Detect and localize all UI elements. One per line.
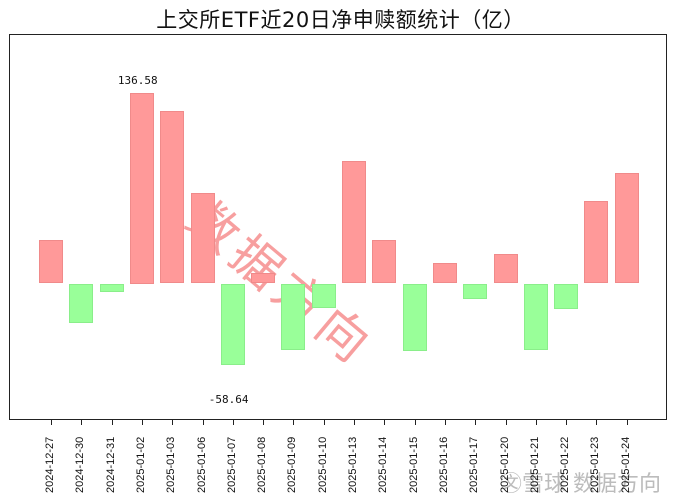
- footer-watermark: ㉆雪球 数据方向: [500, 472, 661, 497]
- bar-2025-01-21: [523, 283, 548, 351]
- x-tick: [626, 420, 628, 425]
- max-value-label: 136.58: [117, 74, 158, 87]
- x-tick-label: 2025-01-17: [468, 436, 481, 493]
- bar-2025-01-23: [584, 200, 609, 284]
- bar-2025-01-02: [129, 93, 154, 284]
- x-tick: [444, 420, 446, 425]
- x-tick-label: 2025-01-09: [286, 436, 299, 493]
- bar-2025-01-17: [463, 283, 488, 299]
- bar-2025-01-10: [311, 283, 336, 309]
- x-tick: [111, 420, 113, 425]
- bar-2024-12-30: [69, 283, 94, 323]
- plot-area: [9, 34, 667, 420]
- x-tick-label: 2025-01-13: [347, 436, 359, 493]
- x-tick: [384, 420, 386, 425]
- x-tick: [293, 420, 295, 425]
- bar-2024-12-31: [99, 283, 124, 292]
- bar-2024-12-27: [39, 239, 63, 284]
- x-tick-label: 2025-01-14: [377, 436, 390, 493]
- x-tick-label: 2025-01-21: [528, 436, 541, 493]
- x-tick: [596, 420, 598, 425]
- x-tick-label: 2025-01-20: [498, 436, 511, 493]
- x-tick: [566, 420, 568, 425]
- x-tick-label: 2025-01-06: [195, 436, 208, 493]
- x-tick: [323, 420, 325, 425]
- bar-2025-01-08: [251, 273, 276, 284]
- x-tick-label: 2025-01-03: [165, 436, 178, 493]
- x-tick-label: 2025-01-22: [559, 436, 572, 493]
- x-tick: [51, 420, 52, 425]
- bar-2025-01-13: [342, 161, 366, 284]
- bar-2025-01-03: [160, 110, 185, 284]
- x-tick: [535, 420, 537, 425]
- x-tick: [475, 420, 477, 425]
- bar-2025-01-20: [493, 254, 518, 284]
- x-tick: [141, 420, 143, 425]
- bar-2025-01-16: [432, 262, 457, 284]
- x-tick-label: 2025-01-08: [256, 436, 269, 493]
- x-tick-label: 2025-01-02: [134, 436, 147, 493]
- x-tick: [232, 420, 234, 425]
- bar-2025-01-22: [554, 283, 579, 310]
- bar-2025-01-24: [614, 172, 639, 284]
- x-tick-label: 2025-01-15: [407, 436, 420, 493]
- bar-2025-01-15: [402, 283, 427, 351]
- x-tick-label: 2025-01-07: [225, 436, 238, 493]
- x-tick-label: 2025-01-16: [437, 436, 450, 493]
- min-value-label: -58.64: [208, 393, 249, 406]
- x-tick-label: 2024-12-27: [44, 436, 56, 493]
- x-tick: [414, 420, 416, 425]
- x-tick: [172, 420, 174, 425]
- x-tick: [354, 420, 355, 425]
- x-tick-label: 2024-12-31: [104, 436, 117, 493]
- x-tick-label: 2025-01-10: [316, 436, 329, 493]
- x-tick: [81, 420, 83, 425]
- chart-title: 上交所ETF近20日净申赎额统计（亿）: [156, 8, 525, 32]
- x-tick-label: 2025-01-23: [589, 436, 602, 493]
- x-tick: [505, 420, 507, 425]
- x-tick: [202, 420, 204, 425]
- bar-2025-01-07: [220, 283, 245, 366]
- x-tick-label: 2025-01-24: [619, 436, 632, 493]
- bar-2025-01-14: [372, 239, 397, 284]
- x-tick: [263, 420, 265, 425]
- bar-2025-01-09: [281, 283, 306, 351]
- bar-2025-01-06: [190, 192, 215, 284]
- x-tick-label: 2024-12-30: [74, 436, 87, 493]
